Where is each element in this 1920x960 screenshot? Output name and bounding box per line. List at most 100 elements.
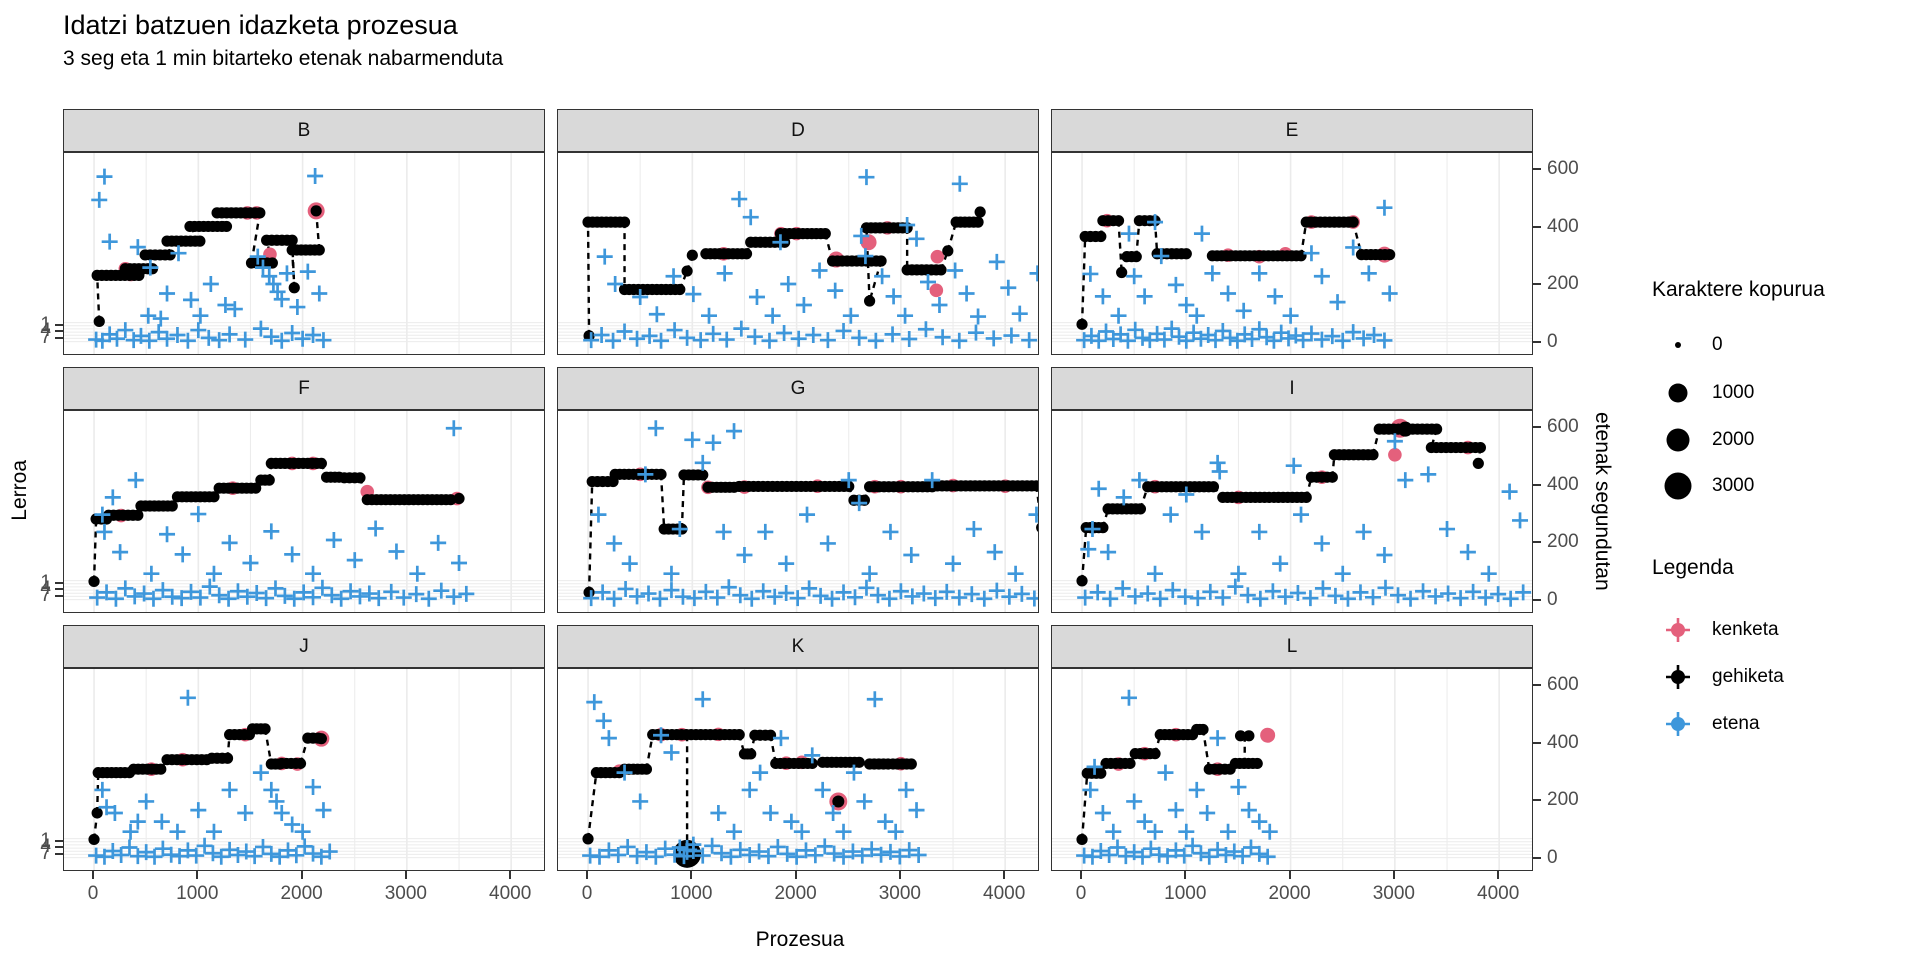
gridlines xyxy=(558,411,1038,612)
x-tick xyxy=(404,871,407,879)
y-right-tick xyxy=(1533,283,1541,286)
y-left-tick-label: 4 xyxy=(40,836,51,858)
facet-panel-D xyxy=(557,152,1039,355)
x-tick xyxy=(1497,871,1500,879)
connector-lines xyxy=(92,728,309,840)
y-left-tick xyxy=(55,324,63,327)
color-legend-glyphs xyxy=(1666,618,1690,736)
gehiketa-points xyxy=(583,468,1038,599)
facet-strip-label: J xyxy=(299,635,309,657)
color-legend-glyph-kenketa xyxy=(1666,618,1690,642)
x-tick-label: 1000 xyxy=(1164,883,1207,904)
facet-strip-label: E xyxy=(1285,119,1299,141)
panel-plot-K xyxy=(558,669,1038,870)
y-left-tick-label: 4 xyxy=(40,578,51,600)
y-right-tick xyxy=(1533,799,1541,802)
facet-strip-label: K xyxy=(791,635,805,657)
y-left-tick-label: 7 xyxy=(40,584,51,606)
gehiketa-points xyxy=(1076,421,1486,587)
y-right-tick-label: 600 xyxy=(1547,674,1579,696)
facet-strip-label: B xyxy=(297,119,311,141)
facet-panel-I xyxy=(1051,410,1533,613)
facet-strip-D: D xyxy=(557,109,1039,152)
y-right-tick-label: 400 xyxy=(1547,473,1579,495)
etena-points xyxy=(1076,199,1398,349)
y-left-tick xyxy=(55,336,63,339)
facet-panel-G xyxy=(557,410,1039,613)
color-legend-item-label: kenketa xyxy=(1712,619,1779,640)
y-right-tick-label: 400 xyxy=(1547,731,1579,753)
etena-points xyxy=(88,689,338,865)
x-tick-label: 0 xyxy=(581,883,593,904)
etena-points xyxy=(582,691,927,865)
x-tick xyxy=(196,871,199,879)
facet-panel-J xyxy=(63,668,545,871)
x-tick xyxy=(1288,871,1291,879)
x-tick-label: 4000 xyxy=(489,883,532,904)
etena-points xyxy=(583,169,1038,349)
size-legend-dot xyxy=(1666,428,1690,452)
x-tick xyxy=(1003,871,1006,879)
panel-plot-F xyxy=(64,411,544,612)
gehiketa-points xyxy=(88,723,327,846)
gehiketa-points xyxy=(91,205,325,328)
y-left-tick-label: 1 xyxy=(40,572,51,594)
etena-points xyxy=(1076,689,1278,865)
panel-plot-D xyxy=(558,153,1038,354)
size-legend-glyphs xyxy=(1664,342,1692,500)
y-right-tick xyxy=(1533,684,1541,687)
color-legend-title: Legenda xyxy=(1652,556,1734,579)
x-axis-title: Prozesua xyxy=(755,928,845,951)
x-tick-label: 2000 xyxy=(774,883,817,904)
x-tick xyxy=(586,871,589,879)
size-legend-item-label: 2000 xyxy=(1712,429,1755,450)
color-legend-item-label: etena xyxy=(1712,713,1760,734)
etena-points xyxy=(88,168,332,349)
y-left-tick-label: 7 xyxy=(40,326,51,348)
size-legend-item-label: 0 xyxy=(1712,334,1723,355)
facet-strip-label: L xyxy=(1286,635,1298,657)
color-legend-item-label: gehiketa xyxy=(1712,666,1784,687)
panel-plot-J xyxy=(64,669,544,870)
y-right-tick-label: 200 xyxy=(1547,789,1579,811)
y-right-tick xyxy=(1533,541,1541,544)
facet-strip-label: F xyxy=(298,377,310,399)
x-tick-label: 2000 xyxy=(1268,883,1311,904)
x-tick-label: 2000 xyxy=(280,883,323,904)
facet-strip-label: D xyxy=(791,119,805,141)
gehiketa-points xyxy=(582,206,986,342)
y-right-tick xyxy=(1533,857,1541,860)
facet-strip-I: I xyxy=(1051,367,1533,410)
color-legend-glyph-gehiketa xyxy=(1666,665,1690,689)
y-right-tick-label: 400 xyxy=(1547,215,1579,237)
facet-panel-L xyxy=(1051,668,1533,871)
y-left-tick xyxy=(55,594,63,597)
size-legend-dot xyxy=(1668,383,1688,403)
y-left-tick xyxy=(55,840,63,843)
facet-strip-F: F xyxy=(63,367,545,410)
y-right-tick xyxy=(1533,168,1541,171)
x-tick-label: 0 xyxy=(87,883,99,904)
x-tick xyxy=(1392,871,1395,879)
etena-points xyxy=(583,420,1038,607)
gehiketa-points xyxy=(582,729,917,868)
facet-panel-B xyxy=(63,152,545,355)
gehiketa-points xyxy=(1076,215,1396,330)
y-left-tick xyxy=(55,846,63,849)
gehiketa-points xyxy=(88,457,465,588)
size-legend-item-label: 1000 xyxy=(1712,382,1755,403)
y-right-tick-label: 0 xyxy=(1547,589,1558,611)
x-tick xyxy=(1184,871,1187,879)
x-tick-label: 3000 xyxy=(1372,883,1416,904)
x-tick-label: 3000 xyxy=(878,883,922,904)
facet-strip-label: G xyxy=(790,377,806,399)
x-tick-label: 0 xyxy=(1075,883,1087,904)
y-right-tick-label: 200 xyxy=(1547,273,1579,295)
x-tick xyxy=(509,871,512,879)
y-left-tick-label: 7 xyxy=(40,842,51,864)
y-left-tick-label: 4 xyxy=(40,320,51,342)
panel-plot-L xyxy=(1052,669,1532,870)
x-tick xyxy=(92,871,95,879)
y-right-tick-label: 0 xyxy=(1547,847,1558,869)
